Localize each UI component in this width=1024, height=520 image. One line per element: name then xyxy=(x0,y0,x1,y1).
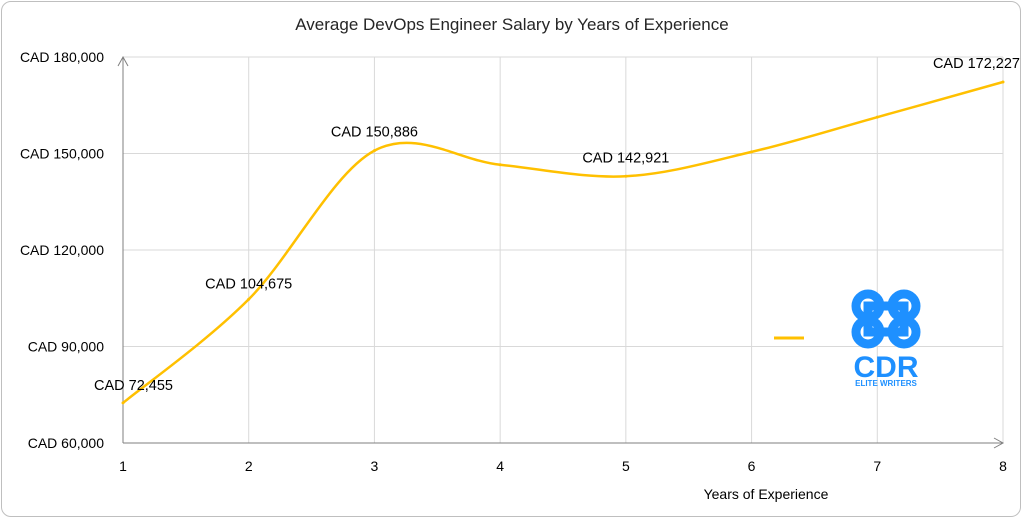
series-line xyxy=(122,80,1004,404)
logo-tagline: ELITE WRITERS xyxy=(855,379,917,388)
x-tick-label: 4 xyxy=(496,458,504,474)
data-label: CAD 150,886 xyxy=(331,125,418,141)
chart-title: Average DevOps Engineer Salary by Years … xyxy=(295,15,728,34)
series xyxy=(121,80,1005,405)
y-tick-label: CAD 120,000 xyxy=(20,242,104,258)
x-axis-title: Years of Experience xyxy=(704,486,829,502)
data-point xyxy=(121,401,125,405)
x-tick-label: 6 xyxy=(748,458,756,474)
logo-name: CDR xyxy=(854,351,919,384)
data-point xyxy=(247,297,251,301)
x-tick-label: 3 xyxy=(371,458,379,474)
data-point xyxy=(750,150,754,154)
y-tick-label: CAD 60,000 xyxy=(28,435,104,451)
x-tick-label: 5 xyxy=(622,458,630,474)
x-tick-label: 2 xyxy=(245,458,253,474)
data-labels: CAD 72,455 CAD 104,675 CAD 150,886 CAD 142,… xyxy=(94,56,1020,394)
data-point xyxy=(1001,80,1005,84)
data-label: CAD 72,455 xyxy=(94,378,173,394)
cdr-elite-writers-logo: CDR ELITE WRITERS xyxy=(851,289,921,388)
tick-labels: CAD 60,000 CAD 90,000 CAD 120,000 CAD 150,0… xyxy=(20,49,1007,474)
data-point xyxy=(624,174,628,178)
y-tick-label: CAD 180,000 xyxy=(20,49,104,65)
x-tick-label: 1 xyxy=(119,458,127,474)
data-label: CAD 142,921 xyxy=(582,150,669,166)
y-tick-label: CAD 90,000 xyxy=(28,339,104,355)
x-tick-label: 7 xyxy=(873,458,881,474)
y-axis-arrowhead xyxy=(117,55,129,67)
data-label: CAD 104,675 xyxy=(205,276,292,292)
x-axis-arrowhead xyxy=(993,437,1005,449)
gridlines xyxy=(123,56,1004,443)
data-point xyxy=(372,149,376,153)
x-tick-label: 8 xyxy=(999,458,1007,474)
axes xyxy=(117,55,1005,449)
data-point xyxy=(498,163,502,167)
data-point xyxy=(875,115,879,119)
data-label: CAD 172,227 xyxy=(933,56,1020,72)
command-key-icon xyxy=(851,289,921,349)
y-tick-label: CAD 150,000 xyxy=(20,146,104,162)
